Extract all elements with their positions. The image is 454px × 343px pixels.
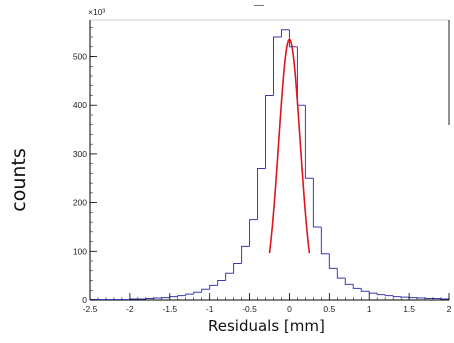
plot-frame xyxy=(89,19,450,301)
histogram-bin xyxy=(185,293,194,296)
histogram-bin xyxy=(209,284,218,290)
x-tick-label: -1 xyxy=(206,304,214,314)
histogram-bin xyxy=(368,291,378,294)
histogram-bin xyxy=(280,29,290,38)
histogram-bin xyxy=(233,262,242,274)
x-tick-label: -2.5 xyxy=(83,304,98,314)
gaussian-fit-curve xyxy=(268,38,311,254)
y-tick-label: 0 xyxy=(82,295,87,305)
histogram-bin xyxy=(225,272,234,281)
histogram-bin xyxy=(296,46,306,106)
x-tick-label: 1.5 xyxy=(403,304,415,314)
histogram-bin xyxy=(169,296,178,298)
histogram-bin xyxy=(312,178,322,228)
x-axis-label: Residuals [mm] xyxy=(208,317,325,335)
y-tick-label: 300 xyxy=(73,149,87,159)
histogram-bin xyxy=(376,293,386,296)
histogram-series xyxy=(89,29,450,301)
histogram-bin xyxy=(272,36,282,96)
histogram-bin xyxy=(193,291,202,295)
histogram-bin xyxy=(304,105,314,179)
x-tick-label: 1 xyxy=(367,304,372,314)
histogram-bin xyxy=(320,226,330,255)
histogram-bin xyxy=(344,278,354,285)
histogram-bin xyxy=(288,29,298,48)
gaussian-fit-series xyxy=(268,38,311,254)
title-mark: — xyxy=(254,0,264,11)
y-tick-label: 100 xyxy=(73,246,87,256)
histogram-bin xyxy=(336,268,346,279)
x-tick-label: 2 xyxy=(447,304,452,314)
y-axis-label: counts xyxy=(8,148,30,212)
histogram-bin xyxy=(265,94,274,169)
histogram-bin xyxy=(360,288,370,292)
histogram-bin xyxy=(352,284,362,289)
histogram-bin xyxy=(217,280,226,286)
x-tick-label: 0 xyxy=(287,304,292,314)
x-tick-label: 0.5 xyxy=(323,304,335,314)
x-tick-label: -0.5 xyxy=(242,304,257,314)
y-tick-label: 500 xyxy=(73,52,87,62)
histogram-bin xyxy=(201,288,210,293)
histogram-bin xyxy=(177,295,186,297)
axis-ticks: -2.5 -2 -1.5 -1 -0.5 0 0.5 1 1.5 2 0 100 200 300 400 50… xyxy=(73,7,452,314)
histogram-bin xyxy=(384,294,394,297)
histogram-bin xyxy=(392,295,402,298)
y-multiplier-label: ×10³ xyxy=(88,7,105,17)
y-tick-label: 200 xyxy=(73,198,87,208)
histogram-bin xyxy=(241,245,250,264)
x-tick-label: -2 xyxy=(126,304,134,314)
x-tick-label: -1.5 xyxy=(162,304,177,314)
histogram-bin xyxy=(328,253,338,269)
histogram-bin xyxy=(257,168,266,220)
histogram-bin xyxy=(249,219,258,247)
y-tick-label: 400 xyxy=(73,100,87,110)
